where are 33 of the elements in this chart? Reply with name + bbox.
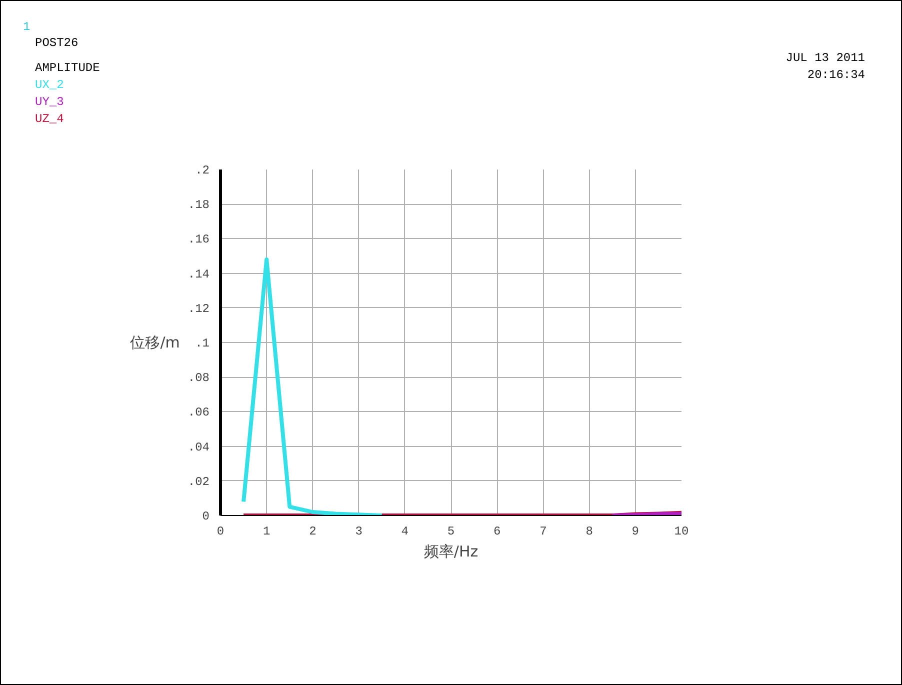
y-tick-label: .08 [188,371,210,386]
y-tick-label: .1 [195,336,210,350]
line-series [242,257,384,516]
y-tick-label: .02 [188,474,210,489]
x-tick-label: 9 [632,524,640,538]
x-tick-label: 2 [309,524,316,538]
text: UY_3 [35,95,64,109]
x-tick-label: 6 [494,524,501,538]
x-tick-label: 7 [540,524,547,538]
y-tick-label: .18 [188,198,210,212]
text: UX_2 [35,78,64,92]
x-tick-label: 5 [447,524,455,538]
y-tick-label: .2 [195,164,210,178]
y-tick-label: .16 [188,232,210,247]
x-tick-label: 1 [263,524,270,538]
x-tick-label: 0 [216,524,224,538]
x-tick-label: 10 [674,524,689,538]
x-axis-title: 频率/Hz [424,542,478,560]
x-tick-label: 4 [401,524,409,538]
y-axis-title: 位移/m [130,334,180,352]
text: JUL 13 2011 [786,51,865,65]
text: 1 [23,20,30,34]
y-tick-label: 0 [202,510,210,524]
text: 20:16:34 [807,68,865,82]
x-tick-label: 3 [355,524,362,538]
y-tick-label: .12 [188,302,210,316]
text: UZ_4 [35,112,64,126]
y-tick-label: .14 [188,267,210,282]
text: POST26 [35,36,78,50]
x-tick-label: 8 [586,524,593,538]
y-tick-label: .06 [188,406,210,420]
y-tick-label: .04 [188,440,210,454]
legend-title: AMPLITUDE [35,61,100,75]
